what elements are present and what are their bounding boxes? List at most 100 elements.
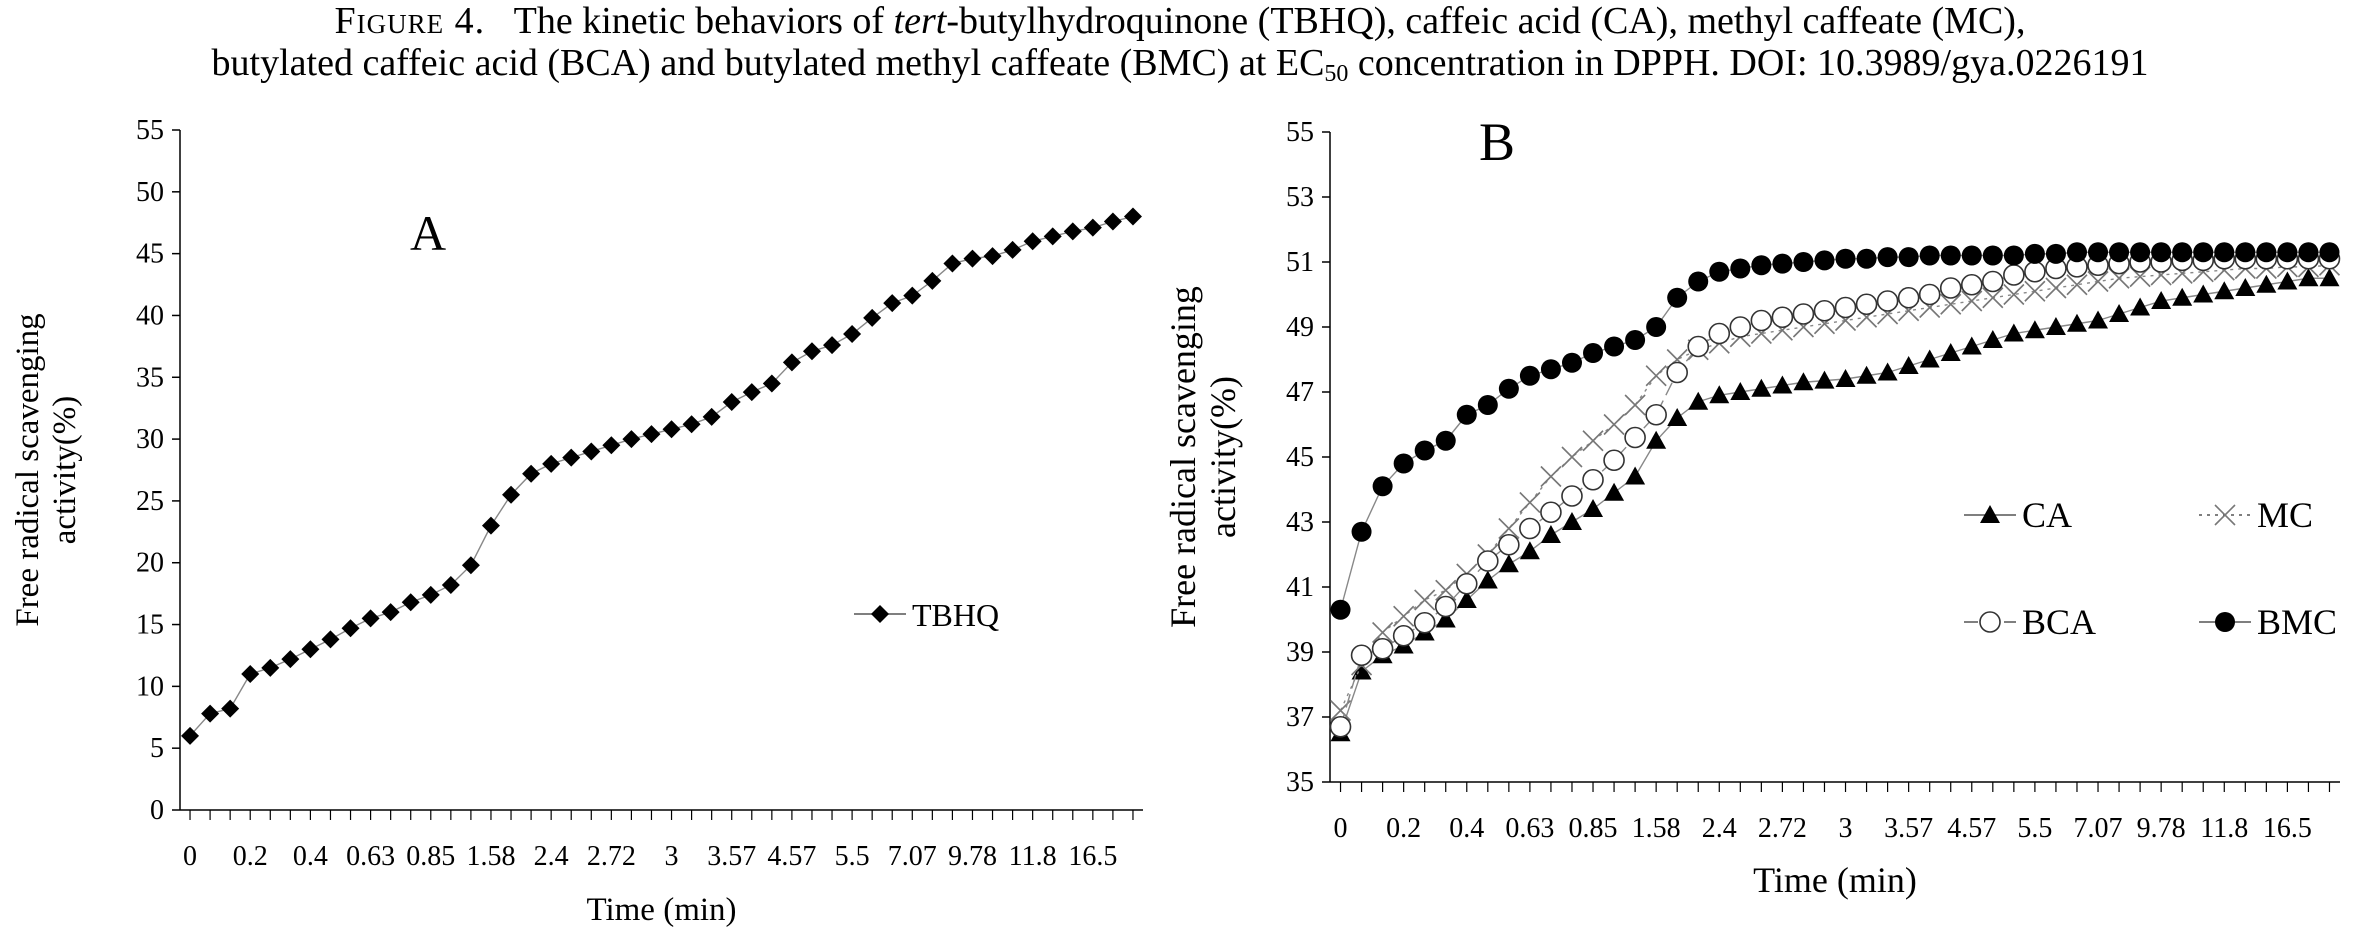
x-tick-label: 2.72	[1758, 813, 1807, 844]
data-point-mc	[1961, 290, 1983, 312]
figure-label: Figure 4.	[334, 0, 486, 42]
data-point-bca	[1982, 270, 2004, 293]
data-point-tbhq	[762, 374, 781, 393]
data-point-mc	[1540, 465, 1562, 488]
data-point-bmc	[1982, 245, 2003, 266]
x-tick-label: 16.5	[2263, 813, 2312, 844]
data-point-bca	[1624, 426, 1646, 449]
data-point-tbhq	[1063, 222, 1082, 241]
data-point-tbhq	[742, 383, 761, 402]
data-point-ca	[1730, 382, 1751, 400]
data-point-bmc	[1688, 271, 1709, 292]
data-point-ca	[2277, 271, 2298, 290]
y-axis-title-line-2: activity(%)	[47, 396, 83, 544]
data-point-tbhq	[642, 425, 661, 444]
y-tick-label: 35	[1286, 767, 1314, 798]
data-point-mc	[2087, 270, 2109, 293]
data-point-ca	[1435, 609, 1456, 628]
data-point-ca	[1898, 356, 1919, 374]
data-point-bca	[1582, 468, 1604, 491]
data-point-ca	[2214, 281, 2235, 300]
data-point-bmc	[1583, 343, 1604, 363]
data-point-bmc	[2298, 242, 2319, 263]
data-point-tbhq	[722, 393, 741, 411]
x-tick-label: 2.4	[534, 841, 569, 872]
x-tick-label: 7.07	[2074, 813, 2123, 844]
data-point-ca	[1940, 343, 1961, 361]
data-point-mc	[1393, 605, 1415, 627]
y-tick-label: 25	[136, 486, 164, 517]
data-point-tbhq	[1023, 232, 1042, 251]
data-point-bmc	[2045, 243, 2066, 264]
data-point-tbhq	[782, 353, 801, 372]
caption-text-1a: The kinetic behaviors of	[513, 0, 894, 42]
data-point-bmc	[2256, 242, 2277, 263]
data-point-bca	[1392, 624, 1415, 647]
data-point-ca	[1625, 466, 1646, 485]
data-point-bmc	[1709, 261, 1730, 282]
chart-b: 35 37 39 41 43 45 47 49 51 53 55 0 0.2 0.4 0.63 0.85 1.5…	[1165, 112, 2341, 900]
data-point-bca	[1897, 286, 1920, 309]
data-point-ca	[2319, 268, 2340, 287]
data-point-ca	[1877, 362, 1898, 381]
data-point-ca	[1604, 482, 1625, 501]
series-line-tbhq	[189, 215, 1134, 737]
x-tick-label: 0.63	[1505, 813, 1554, 844]
data-point-bmc	[1561, 352, 1582, 373]
y-axis-title-line-1: Free radical scavenging	[10, 313, 46, 626]
caption-text-2a: butylated caffeic acid (BCA) and butylat…	[211, 42, 1325, 84]
data-point-mc	[1645, 365, 1667, 387]
y-tick-label: 45	[136, 239, 164, 270]
data-point-mc	[2003, 283, 2025, 306]
data-point-bca	[1729, 316, 1752, 338]
data-point-bmc	[1393, 453, 1414, 474]
data-point-tbhq	[1003, 240, 1022, 259]
x-tick-label: 16.5	[1068, 841, 1117, 872]
y-tick-label: 39	[1286, 637, 1314, 668]
x-tick-label: 0.63	[346, 841, 395, 872]
data-point-tbhq	[381, 603, 400, 622]
data-point-bca	[1603, 449, 1625, 472]
data-point-ca	[1709, 385, 1730, 404]
data-point-bca	[1687, 335, 1710, 358]
x-tick-label: 0	[183, 841, 197, 872]
x-tick-label: 0.2	[1386, 813, 1421, 844]
x-tick-label: 3.57	[707, 841, 756, 872]
y-tick-label: 0	[150, 795, 164, 826]
data-point-tbhq	[883, 294, 902, 313]
legend-marker-bmc	[2215, 612, 2235, 632]
data-point-mc	[1519, 491, 1541, 514]
data-point-mc	[2066, 274, 2088, 296]
data-point-bca	[1960, 273, 1983, 296]
data-point-bca	[2024, 260, 2046, 283]
data-point-ca	[1961, 336, 1982, 355]
data-point-bmc	[1519, 365, 1540, 386]
x-tick-label: 0	[1334, 813, 1348, 844]
data-point-bmc	[1940, 245, 1961, 266]
data-point-ca	[1667, 408, 1688, 426]
y-tick-label: 37	[1286, 702, 1314, 733]
data-point-mc	[1561, 446, 1583, 468]
data-point-ca	[1919, 349, 1940, 368]
data-point-bca	[1918, 283, 1941, 306]
x-tick-label: 1.58	[466, 841, 515, 872]
data-point-bmc	[1625, 330, 1646, 350]
data-point-bca	[1771, 306, 1794, 329]
data-point-bca	[1645, 403, 1667, 426]
data-point-bmc	[1856, 248, 1877, 269]
data-point-bmc	[1646, 317, 1667, 337]
data-point-bmc	[2151, 242, 2172, 263]
data-point-tbhq	[241, 665, 260, 683]
data-point-bmc	[1498, 378, 1519, 399]
data-point-tbhq	[461, 556, 480, 575]
data-point-mc	[1414, 589, 1436, 611]
data-point-tbhq	[963, 249, 982, 268]
y-tick-label: 43	[1286, 507, 1314, 538]
y-tick-label: 15	[136, 610, 164, 641]
y-tick-label: 53	[1286, 182, 1314, 213]
data-point-ca	[1814, 370, 1835, 389]
data-point-ca	[2066, 313, 2087, 332]
series-line-ca	[1339, 277, 2330, 734]
data-point-bmc	[1351, 521, 1372, 542]
data-point-tbhq	[361, 609, 380, 628]
